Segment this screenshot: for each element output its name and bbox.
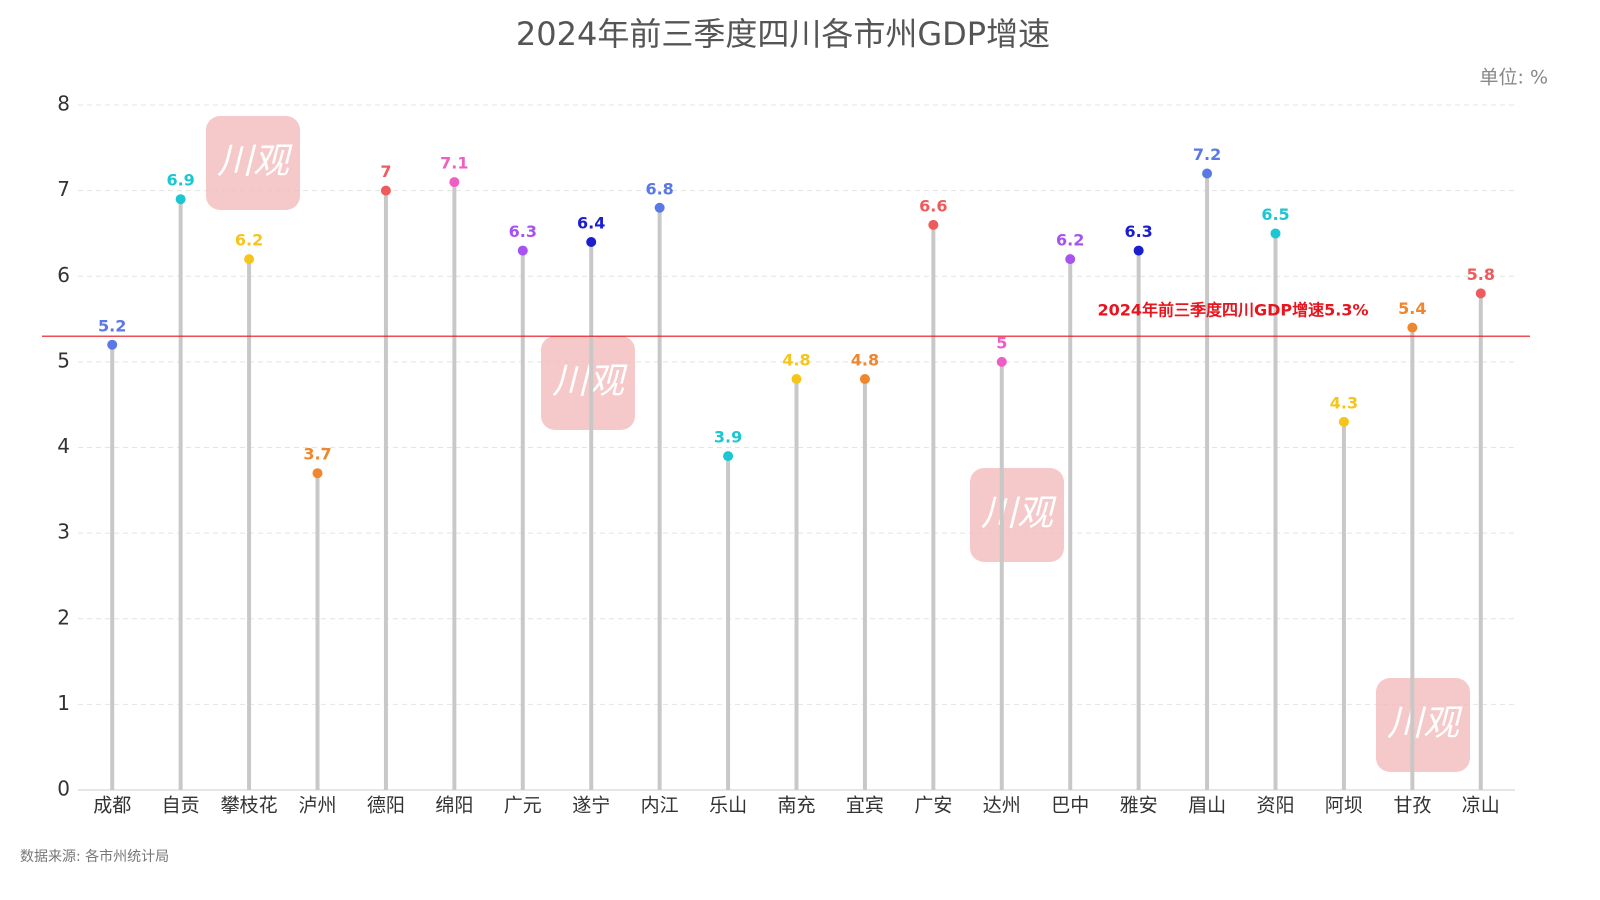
dot <box>654 202 665 213</box>
x-tick-label: 南充 <box>777 795 815 817</box>
value-label: 7 <box>380 162 391 181</box>
value-label: 4.8 <box>782 351 810 370</box>
dot <box>791 374 802 384</box>
dot <box>312 468 323 479</box>
y-tick-label: 7 <box>57 177 70 201</box>
reference-label: 2024年前三季度四川GDP增速5.3% <box>1097 301 1368 320</box>
value-label: 6.3 <box>1124 222 1152 241</box>
x-tick-label: 宜宾 <box>846 795 884 817</box>
x-tick-label: 攀枝花 <box>221 795 278 817</box>
dot <box>1475 288 1486 299</box>
x-tick-label: 自贡 <box>162 795 200 817</box>
watermark: 川观 <box>1387 703 1463 744</box>
x-tick-label: 遂宁 <box>572 795 610 817</box>
dot <box>244 254 255 265</box>
dot <box>1065 254 1076 265</box>
value-label: 6.4 <box>577 214 605 233</box>
y-tick-label: 5 <box>57 348 70 372</box>
x-tick-label: 内江 <box>641 795 679 817</box>
value-label: 4.8 <box>851 351 879 370</box>
watermark-box <box>206 116 300 210</box>
value-label: 5.8 <box>1467 265 1495 284</box>
value-label: 5.4 <box>1398 299 1426 318</box>
dot <box>175 194 186 205</box>
watermark-box <box>970 468 1064 562</box>
value-label: 6.2 <box>1056 231 1084 250</box>
dot <box>996 356 1007 367</box>
value-label: 6.2 <box>235 231 263 250</box>
dot <box>1202 168 1213 179</box>
y-tick-label: 4 <box>57 434 70 458</box>
dot <box>517 245 528 256</box>
source: 数据来源: 各市州统计局 <box>20 848 169 865</box>
chart-title: 2024年前三季度四川各市州GDP增速 <box>516 15 1050 53</box>
dot <box>723 451 734 462</box>
value-label: 6.6 <box>919 196 947 215</box>
x-tick-label: 甘孜 <box>1393 795 1431 817</box>
value-label: 4.3 <box>1330 393 1358 412</box>
watermark-box <box>541 336 635 430</box>
value-label: 3.7 <box>303 445 331 464</box>
value-label: 6.9 <box>166 171 194 190</box>
x-tick-label: 广安 <box>914 795 952 817</box>
x-tick-label: 广元 <box>504 795 542 817</box>
x-tick-label: 雅安 <box>1120 795 1158 817</box>
dot <box>449 177 460 188</box>
x-tick-label: 凉山 <box>1462 795 1500 817</box>
unit-label: 单位: % <box>1480 67 1549 89</box>
value-label: 7.2 <box>1193 145 1221 164</box>
dot <box>1133 245 1144 256</box>
y-tick-label: 6 <box>57 263 70 287</box>
x-tick-label: 德阳 <box>367 795 405 817</box>
value-label: 6.3 <box>509 222 537 241</box>
y-tick-label: 8 <box>57 92 70 116</box>
value-label: 5.2 <box>98 316 126 335</box>
x-tick-label: 乐山 <box>709 795 747 817</box>
x-tick-label: 绵阳 <box>435 795 473 817</box>
x-tick-label: 泸州 <box>298 795 336 817</box>
value-label: 7.1 <box>440 154 468 173</box>
dot <box>107 339 118 350</box>
dot <box>928 219 939 230</box>
value-label: 6.5 <box>1261 205 1289 224</box>
value-label: 3.9 <box>714 428 742 447</box>
dot <box>1338 416 1349 427</box>
x-tick-label: 阿坝 <box>1325 795 1363 817</box>
x-tick-label: 达州 <box>983 795 1021 817</box>
y-tick-label: 1 <box>57 691 70 715</box>
x-tick-label: 资阳 <box>1256 795 1294 817</box>
x-tick-label: 巴中 <box>1051 795 1089 817</box>
watermark: 川观 <box>217 141 293 182</box>
dot <box>1270 228 1281 239</box>
value-label: 5 <box>996 333 1007 352</box>
x-tick-label: 成都 <box>93 795 131 817</box>
y-tick-label: 3 <box>57 520 70 544</box>
dot <box>586 237 597 247</box>
value-label: 6.8 <box>645 179 673 198</box>
watermark: 川观 <box>981 493 1057 534</box>
y-tick-label: 0 <box>57 777 70 801</box>
y-tick-label: 2 <box>57 605 70 629</box>
dot <box>859 374 870 384</box>
x-tick-label: 眉山 <box>1188 795 1226 817</box>
dot <box>1407 322 1418 333</box>
watermark-box <box>1376 678 1470 772</box>
dot <box>380 185 391 196</box>
